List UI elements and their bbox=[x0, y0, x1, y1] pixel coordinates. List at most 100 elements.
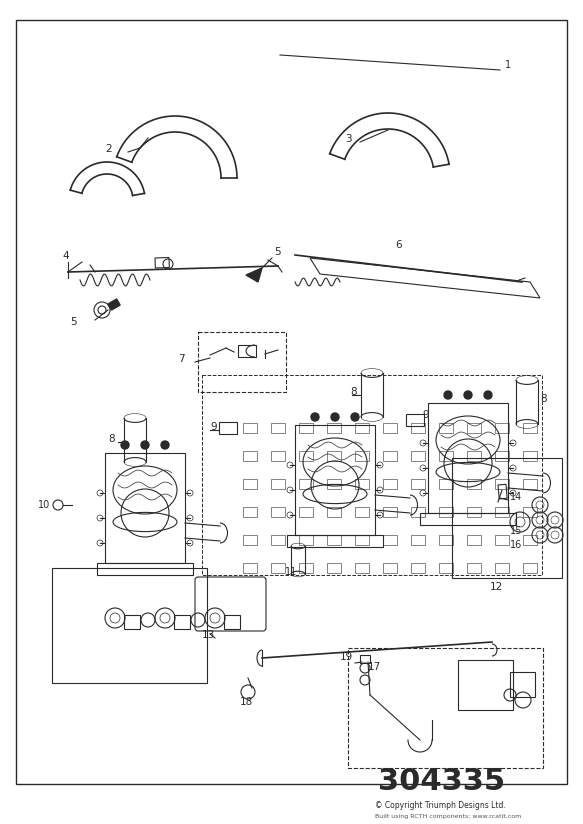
Text: 9: 9 bbox=[422, 410, 429, 420]
Bar bbox=[271, 423, 285, 433]
Text: 18: 18 bbox=[240, 697, 253, 707]
Bar bbox=[439, 563, 453, 573]
Bar bbox=[155, 258, 169, 268]
Text: Built using RCTH components: www.rcatit.com: Built using RCTH components: www.rcatit.… bbox=[375, 814, 521, 819]
Circle shape bbox=[311, 413, 319, 421]
Text: 304335: 304335 bbox=[378, 767, 505, 796]
Bar bbox=[271, 451, 285, 461]
Bar bbox=[174, 615, 190, 629]
Bar bbox=[271, 563, 285, 573]
Bar bbox=[299, 507, 313, 517]
Bar bbox=[327, 451, 341, 461]
Bar bbox=[108, 299, 120, 310]
Text: 11: 11 bbox=[285, 567, 297, 577]
Bar bbox=[238, 345, 256, 357]
Text: 5: 5 bbox=[274, 247, 280, 257]
Circle shape bbox=[331, 413, 339, 421]
Bar bbox=[383, 535, 397, 545]
Bar bbox=[523, 507, 537, 517]
Text: 5: 5 bbox=[70, 317, 76, 327]
Bar bbox=[467, 563, 481, 573]
Bar bbox=[202, 375, 542, 575]
Bar bbox=[348, 648, 543, 768]
Bar bbox=[439, 479, 453, 489]
Text: 16: 16 bbox=[510, 540, 522, 550]
Bar bbox=[327, 563, 341, 573]
Bar bbox=[287, 535, 383, 547]
Bar bbox=[355, 507, 369, 517]
Text: 7: 7 bbox=[178, 354, 185, 364]
Bar bbox=[523, 451, 537, 461]
Bar bbox=[355, 535, 369, 545]
Bar bbox=[439, 535, 453, 545]
Bar bbox=[299, 479, 313, 489]
Text: 14: 14 bbox=[510, 492, 522, 502]
Bar bbox=[498, 485, 507, 499]
Text: 15: 15 bbox=[510, 526, 522, 536]
Bar bbox=[271, 479, 285, 489]
Bar bbox=[439, 423, 453, 433]
Bar bbox=[243, 479, 257, 489]
Bar bbox=[495, 535, 509, 545]
Bar bbox=[420, 513, 516, 525]
Circle shape bbox=[351, 413, 359, 421]
Bar bbox=[495, 507, 509, 517]
Bar bbox=[271, 507, 285, 517]
Bar bbox=[383, 563, 397, 573]
Text: 12: 12 bbox=[490, 582, 503, 592]
Circle shape bbox=[161, 441, 169, 449]
Bar bbox=[299, 535, 313, 545]
Bar bbox=[411, 451, 425, 461]
Bar bbox=[299, 423, 313, 433]
Bar bbox=[327, 479, 341, 489]
Bar bbox=[458, 660, 513, 710]
Bar bbox=[439, 451, 453, 461]
Bar bbox=[411, 479, 425, 489]
Bar bbox=[411, 507, 425, 517]
Bar bbox=[327, 507, 341, 517]
Bar bbox=[495, 563, 509, 573]
Bar bbox=[467, 479, 481, 489]
Bar bbox=[198, 332, 286, 392]
Bar bbox=[355, 451, 369, 461]
Bar bbox=[383, 451, 397, 461]
Bar bbox=[495, 423, 509, 433]
Bar bbox=[523, 563, 537, 573]
Bar bbox=[523, 479, 537, 489]
Text: 19: 19 bbox=[340, 652, 353, 662]
Circle shape bbox=[464, 391, 472, 399]
Bar bbox=[411, 535, 425, 545]
Bar bbox=[219, 422, 237, 434]
Text: 17: 17 bbox=[368, 662, 381, 672]
Text: 8: 8 bbox=[350, 387, 357, 397]
Text: 8: 8 bbox=[540, 394, 547, 404]
Bar bbox=[52, 568, 207, 683]
Bar bbox=[467, 507, 481, 517]
Bar bbox=[327, 535, 341, 545]
Bar bbox=[224, 615, 240, 629]
Bar bbox=[355, 563, 369, 573]
Bar bbox=[523, 535, 537, 545]
Bar bbox=[495, 451, 509, 461]
Bar bbox=[243, 563, 257, 573]
Circle shape bbox=[121, 441, 129, 449]
Bar bbox=[243, 423, 257, 433]
Text: 8: 8 bbox=[108, 434, 115, 444]
Bar bbox=[355, 479, 369, 489]
Bar bbox=[243, 507, 257, 517]
Bar bbox=[523, 423, 537, 433]
Polygon shape bbox=[246, 268, 262, 282]
Text: 10: 10 bbox=[38, 500, 50, 510]
Bar bbox=[97, 563, 193, 575]
Bar bbox=[243, 535, 257, 545]
Bar bbox=[327, 423, 341, 433]
Text: 1: 1 bbox=[505, 60, 511, 70]
Text: 2: 2 bbox=[105, 144, 111, 154]
Bar bbox=[495, 479, 509, 489]
Bar bbox=[383, 507, 397, 517]
Bar bbox=[467, 451, 481, 461]
Bar bbox=[467, 535, 481, 545]
Bar bbox=[406, 414, 424, 426]
Bar bbox=[355, 423, 369, 433]
Bar bbox=[383, 423, 397, 433]
